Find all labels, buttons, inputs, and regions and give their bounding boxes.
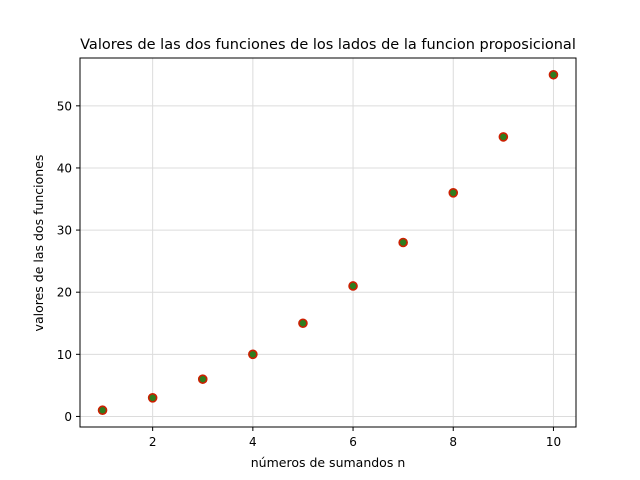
x-axis-ticks: 2 4 6 8 10 xyxy=(149,427,561,449)
data-point xyxy=(197,374,208,384)
y-tick-label: 30 xyxy=(57,224,72,238)
chart-title: Valores de las dos funciones de los lado… xyxy=(80,37,576,53)
x-tick-label: 8 xyxy=(449,435,457,449)
y-tick-label: 0 xyxy=(64,410,72,424)
x-tick-label: 10 xyxy=(546,435,561,449)
data-point xyxy=(498,132,509,142)
y-tick-label: 50 xyxy=(57,99,72,113)
data-points xyxy=(97,69,559,416)
data-point xyxy=(97,405,108,416)
data-point xyxy=(298,318,308,329)
x-tick-label: 4 xyxy=(249,435,257,449)
data-point xyxy=(348,281,358,291)
y-tick-label: 10 xyxy=(57,348,72,362)
y-axis-label: valores de las dos funciones xyxy=(31,155,46,332)
y-tick-label: 40 xyxy=(57,161,72,175)
data-point xyxy=(147,393,158,403)
y-tick-label: 20 xyxy=(57,286,72,300)
data-point xyxy=(248,349,258,360)
x-tick-label: 2 xyxy=(149,435,157,449)
data-point xyxy=(548,69,559,80)
x-axis-label: números de sumandos n xyxy=(251,455,406,470)
plot-frame xyxy=(79,57,577,428)
data-point xyxy=(448,188,459,198)
x-tick-label: 6 xyxy=(349,435,357,449)
y-axis-ticks: 0 10 20 30 40 50 xyxy=(57,99,80,424)
data-point xyxy=(398,237,408,248)
grid xyxy=(80,58,576,427)
